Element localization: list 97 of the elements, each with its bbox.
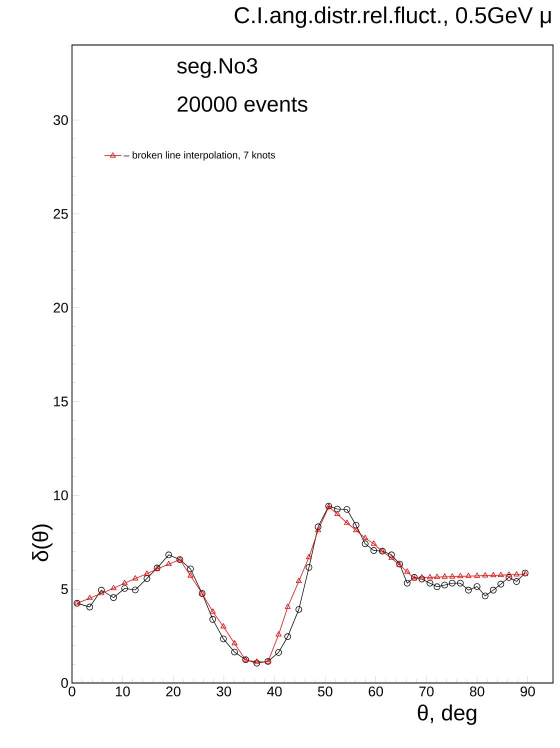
point	[388, 552, 395, 558]
point	[457, 572, 464, 578]
point	[404, 568, 410, 574]
point	[474, 572, 480, 578]
point	[187, 566, 194, 572]
point	[144, 570, 150, 576]
x-tick-label: 20	[166, 686, 180, 696]
point	[434, 583, 440, 590]
point	[253, 660, 260, 666]
point	[231, 648, 238, 656]
point	[121, 585, 128, 592]
point	[315, 526, 322, 532]
point	[465, 586, 472, 594]
point	[344, 506, 350, 513]
point	[86, 594, 93, 600]
y-tick-label: 0	[61, 678, 68, 688]
point	[314, 524, 322, 530]
point	[490, 572, 496, 578]
point	[306, 554, 312, 560]
legend-label: – broken line interpolation, 7 knots	[124, 151, 276, 161]
point	[448, 580, 456, 587]
point	[334, 506, 341, 512]
x-tick-label: 60	[368, 686, 384, 696]
point	[220, 623, 226, 628]
y-tick-label: 10	[54, 490, 68, 500]
point	[457, 580, 464, 587]
y-tick-label: 5	[61, 584, 68, 594]
point	[418, 574, 425, 580]
point	[110, 594, 117, 601]
point	[220, 636, 227, 642]
point	[144, 575, 150, 582]
point	[284, 604, 291, 609]
y-tick-label: 30	[53, 115, 68, 125]
x-tick-label: 30	[216, 686, 232, 696]
point	[441, 582, 448, 588]
point	[482, 592, 488, 600]
point	[210, 608, 216, 614]
point	[275, 649, 282, 656]
annotation: seg.No3	[177, 58, 258, 78]
x-tick-label: 70	[419, 686, 434, 696]
point	[232, 640, 238, 646]
point	[306, 564, 312, 571]
point	[296, 578, 302, 583]
point	[132, 586, 139, 594]
point	[86, 604, 94, 610]
y-tick-label: 20	[54, 302, 68, 313]
point	[370, 540, 377, 546]
point	[388, 554, 394, 560]
point	[370, 547, 378, 554]
point	[254, 658, 260, 664]
point	[506, 574, 512, 581]
point	[514, 571, 520, 576]
y-tick-label: 15	[54, 396, 68, 406]
point	[276, 631, 282, 636]
point	[334, 510, 340, 516]
point	[98, 590, 104, 596]
point	[482, 572, 488, 578]
point	[209, 616, 216, 623]
x-tick-label: 40	[267, 686, 282, 696]
point	[442, 573, 448, 579]
point	[362, 540, 368, 548]
point	[426, 580, 434, 587]
x-tick-label: 0	[68, 686, 76, 696]
point	[474, 583, 480, 590]
point	[427, 574, 433, 580]
point	[506, 571, 512, 577]
point	[166, 560, 172, 566]
chart-title: C.I.ang.distr.rel.fluct., 0.5GeV μ	[234, 6, 551, 28]
point	[418, 576, 426, 582]
x-tick-label: 10	[116, 686, 130, 696]
point	[490, 586, 497, 594]
point	[122, 580, 128, 586]
x-tick-label: 90	[520, 686, 535, 696]
point	[188, 572, 194, 578]
x-tick-label: 80	[470, 686, 484, 696]
point	[98, 586, 105, 594]
x-axis-title: θ, deg	[418, 704, 476, 725]
point	[353, 526, 359, 532]
point	[132, 575, 138, 580]
point	[498, 572, 504, 577]
point	[513, 578, 520, 585]
point	[498, 580, 504, 588]
point	[352, 522, 360, 529]
point	[362, 534, 368, 540]
point	[284, 633, 292, 640]
y-tick-label: 25	[54, 208, 68, 219]
x-tick-label: 50	[318, 686, 332, 696]
annotation: 20000 events	[178, 96, 308, 112]
point	[295, 606, 302, 613]
point	[434, 574, 440, 579]
point	[404, 580, 411, 587]
y-axis-title: δ(θ)	[32, 524, 53, 562]
point	[110, 584, 116, 590]
point	[449, 573, 456, 578]
point	[466, 572, 472, 578]
point	[165, 552, 172, 558]
point	[344, 520, 350, 525]
